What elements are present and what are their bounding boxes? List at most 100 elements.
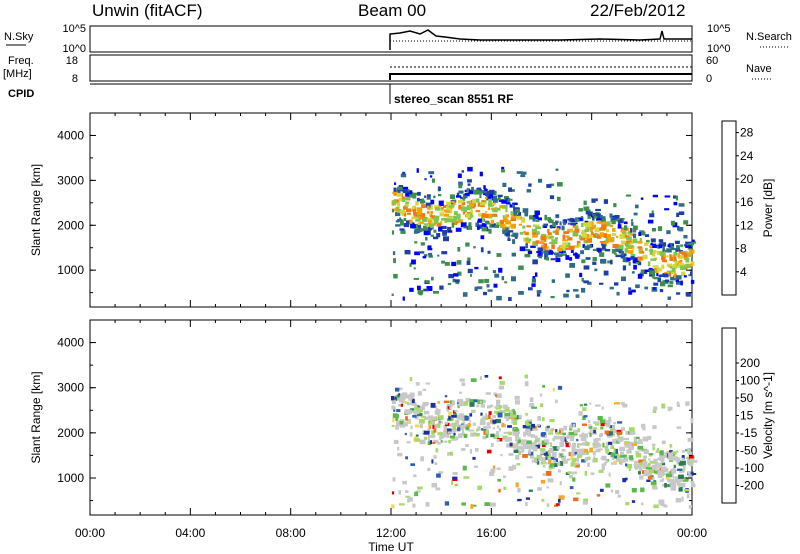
radar-cell: [592, 248, 597, 251]
radar-cell: [473, 399, 478, 403]
radar-cell: [395, 396, 402, 401]
radar-cell: [414, 416, 419, 420]
radar-cell: [483, 185, 486, 190]
radar-cell: [395, 421, 400, 427]
radar-cell: [436, 473, 441, 478]
radar-cell: [676, 401, 680, 406]
radar-cell: [412, 222, 415, 225]
radar-cell: [686, 493, 690, 499]
radar-cell: [470, 504, 474, 509]
radar-cell: [478, 213, 482, 217]
radar-cell: [427, 205, 433, 210]
radar-cell: [409, 377, 413, 382]
radar-cell: [631, 254, 636, 258]
radar-cell: [559, 427, 564, 432]
radar-cell: [601, 463, 604, 466]
radar-cell: [476, 404, 480, 408]
radar-cell: [659, 454, 664, 457]
radar-cell: [412, 193, 417, 199]
radar-cell: [541, 417, 545, 422]
radar-cell: [610, 259, 613, 265]
radar-cell: [673, 476, 679, 479]
radar-cell: [569, 475, 573, 479]
radar-cell: [392, 477, 396, 482]
radar-cell: [690, 279, 695, 284]
radar-cell: [658, 274, 663, 277]
radar-cell: [549, 447, 554, 452]
radar-cell: [410, 463, 415, 466]
radar-cell: [486, 284, 490, 288]
radar-cell: [467, 257, 471, 261]
radar-cell: [555, 220, 559, 224]
radar-cell: [552, 446, 559, 451]
radar-cell: [686, 292, 691, 297]
radar-cell: [476, 187, 482, 192]
radar-cell: [599, 420, 605, 424]
radar-cell: [441, 217, 446, 221]
radar-cell: [514, 209, 520, 214]
radar-cell: [396, 189, 401, 194]
radar-cell: [465, 425, 470, 431]
radar-cell: [445, 421, 448, 425]
radar-cell: [643, 449, 649, 454]
radar-cell: [413, 267, 416, 270]
radar-cell: [557, 182, 563, 187]
y-tick-label: 4000: [57, 336, 84, 350]
radar-cell: [532, 234, 538, 238]
radar-cell: [508, 453, 514, 456]
radar-cell: [533, 445, 537, 448]
y-tick-label: 4000: [57, 128, 84, 142]
radar-cell: [625, 443, 631, 448]
radar-cell: [631, 500, 636, 503]
radar-cell: [391, 405, 396, 410]
radar-cell: [605, 420, 611, 424]
radar-cell: [461, 170, 465, 173]
radar-cell: [681, 457, 685, 460]
radar-cell: [495, 207, 501, 211]
radar-cell: [451, 422, 458, 426]
radar-cell: [685, 263, 691, 269]
radar-cell: [566, 289, 570, 293]
radar-cell: [468, 189, 474, 195]
radar-cell: [613, 447, 616, 453]
radar-cell: [688, 474, 693, 479]
radar-cell: [426, 205, 430, 210]
radar-cell: [650, 243, 657, 248]
radar-cell: [522, 454, 528, 458]
radar-cell: [582, 407, 587, 412]
radar-cell: [449, 209, 453, 214]
radar-cell: [396, 202, 401, 207]
y-tick-label: 3000: [57, 381, 84, 395]
radar-cell: [512, 430, 518, 436]
radar-cell: [642, 426, 646, 431]
radar-cell: [587, 462, 590, 467]
radar-cell: [582, 244, 585, 248]
radar-cell: [572, 225, 576, 228]
radar-cell: [651, 464, 658, 470]
radar-cell: [676, 212, 680, 217]
radar-cell: [525, 248, 531, 252]
radar-cell: [417, 290, 424, 295]
radar-cell: [464, 415, 469, 421]
radar-cell: [441, 435, 445, 439]
radar-cell: [587, 211, 593, 216]
radar-cell: [524, 253, 531, 258]
radar-cell: [602, 218, 606, 222]
radar-cell: [504, 412, 511, 417]
radar-cell: [606, 434, 613, 438]
radar-cell: [497, 194, 503, 198]
radar-cell: [414, 228, 417, 231]
radar-cell: [610, 452, 616, 458]
radar-cell: [411, 398, 415, 404]
radar-cell: [531, 228, 538, 233]
radar-cell: [429, 440, 432, 444]
radar-cell: [470, 209, 473, 215]
radar-cell: [485, 211, 488, 214]
radar-cell: [449, 194, 455, 199]
radar-cell: [557, 247, 562, 252]
radar-cell: [557, 254, 563, 257]
radar-cell: [477, 218, 483, 221]
radar-cell: [526, 225, 531, 228]
radar-cell: [524, 381, 529, 387]
